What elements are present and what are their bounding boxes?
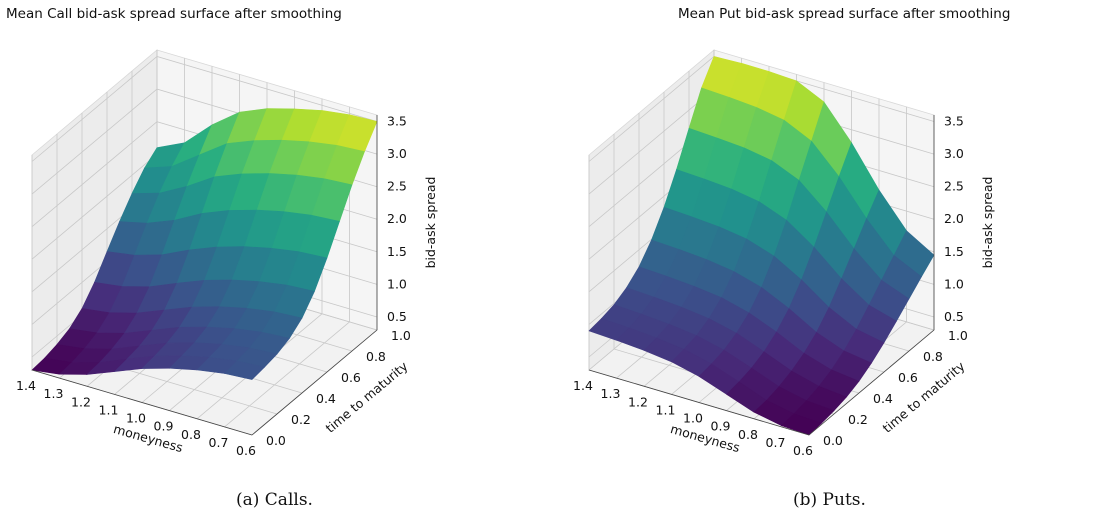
x-tick-label: 1.1 <box>656 402 676 417</box>
y-tick-label: 0.8 <box>366 349 386 364</box>
grid-line <box>31 56 378 162</box>
z-tick-label: 3.5 <box>387 114 407 129</box>
x-tick-label: 0.7 <box>209 435 229 450</box>
x-tick-label: 1.3 <box>601 386 621 401</box>
z-tick-label: 1.5 <box>387 244 407 259</box>
put-surface-panel: Mean Put bid-ask spread surface after sm… <box>557 0 1114 480</box>
z-tick-label: 0.5 <box>387 309 407 324</box>
x-tick-label: 1.1 <box>99 402 119 417</box>
x-tick-label: 0.6 <box>236 443 256 458</box>
z-tick-label: 0.5 <box>944 309 964 324</box>
call-surface-panel: Mean Call bid-ask spread surface after s… <box>0 0 557 480</box>
y-tick-label: 1.0 <box>391 328 411 343</box>
x-tick-label: 0.9 <box>154 419 174 434</box>
z-tick-label: 1.0 <box>387 276 407 291</box>
put-surface-plot: 0.6 0.7 0.8 0.9 1.0 1.1 1.2 1.3 1.4 0.0 0.2 0.4 0.6 0… <box>573 49 995 458</box>
x-tick-label: 1.0 <box>126 411 146 426</box>
figure-caption: (a) Calls. <box>236 490 313 510</box>
z-tick-label: 2.5 <box>387 179 407 194</box>
y-axis-line <box>251 329 378 436</box>
z-tick-label: 2.5 <box>944 179 964 194</box>
x-tick-label: 0.8 <box>738 427 758 442</box>
y-axis-line <box>808 329 935 436</box>
z-axis-label: bid-ask spread <box>980 177 995 269</box>
chart-title: Mean Call bid-ask spread surface after s… <box>6 6 342 22</box>
x-tick-label: 1.2 <box>71 394 91 409</box>
y-tick-label: 0.0 <box>266 433 286 448</box>
y-tick-label: 0.6 <box>898 370 918 385</box>
z-tick-label: 1.0 <box>944 276 964 291</box>
z-axis-label: bid-ask spread <box>423 177 438 269</box>
z-tick-label: 3.0 <box>387 146 407 161</box>
x-tick-label: 0.6 <box>793 443 813 458</box>
y-tick-label: 1.0 <box>948 328 968 343</box>
y-tick-label: 0.8 <box>923 349 943 364</box>
z-tick-label: 2.0 <box>944 211 964 226</box>
x-tick-label: 0.9 <box>711 419 731 434</box>
y-tick-label: 0.0 <box>823 433 843 448</box>
x-tick-label: 1.0 <box>683 411 703 426</box>
figure-caption: (b) Puts. <box>793 490 866 510</box>
y-tick-label: 0.4 <box>316 391 336 406</box>
x-tick-label: 1.2 <box>628 394 648 409</box>
x-axis-line <box>31 369 253 436</box>
x-axis-label: moneyness <box>669 421 742 455</box>
chart-title: Mean Put bid-ask spread surface after sm… <box>678 6 1011 22</box>
x-tick-label: 0.7 <box>766 435 786 450</box>
x-tick-label: 0.8 <box>181 427 201 442</box>
x-tick-label: 1.4 <box>16 378 36 393</box>
x-tick-label: 1.4 <box>573 378 593 393</box>
z-tick-label: 1.5 <box>944 244 964 259</box>
x-axis-line <box>588 369 810 436</box>
surface-patch <box>780 413 823 436</box>
x-tick-label: 1.3 <box>44 386 64 401</box>
z-tick-label: 2.0 <box>387 211 407 226</box>
y-tick-label: 0.4 <box>873 391 893 406</box>
z-tick-label: 3.0 <box>944 146 964 161</box>
y-tick-label: 0.2 <box>291 412 311 427</box>
z-tick-label: 3.5 <box>944 114 964 129</box>
y-tick-label: 0.2 <box>848 412 868 427</box>
surface-patch <box>223 360 266 380</box>
call-surface-plot: 0.6 0.7 0.8 0.9 1.0 1.1 1.2 1.3 1.4 0.0 0.2 0.4 0.6 0… <box>16 49 438 458</box>
y-tick-label: 0.6 <box>341 370 361 385</box>
x-axis-label: moneyness <box>112 421 185 455</box>
